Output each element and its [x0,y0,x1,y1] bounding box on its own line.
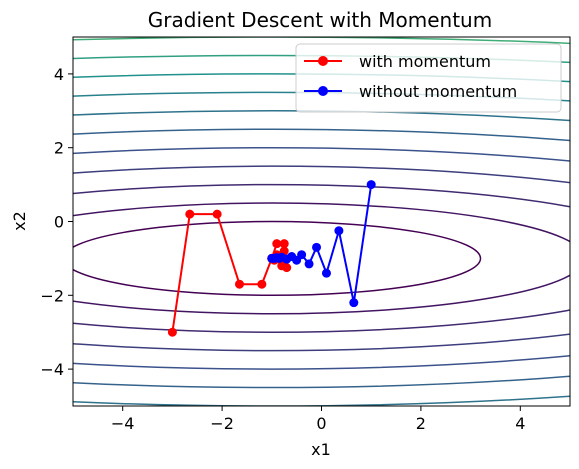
series-layer [167,180,376,337]
contour-level-6 [73,128,570,389]
y-tick-label: −2 [40,286,64,305]
legend: with momentum without momentum [295,43,562,113]
data-point-with-momentum [234,279,244,289]
legend-label-with-momentum: with momentum [359,52,491,71]
y-tick-label: 4 [54,65,64,84]
contour-level-1 [73,220,482,297]
contour-level-8 [73,91,570,102]
data-point-with-momentum [277,261,287,271]
legend-marker-with-momentum [318,56,328,66]
data-point-with-momentum [279,239,289,249]
chart-title: Gradient Descent with Momentum [148,8,492,32]
x-tick-label: 2 [416,414,426,433]
x-axis-label: x1 [311,440,331,459]
data-point-without-momentum [312,242,322,252]
x-axis-ticks: −4 −2 0 2 4 [111,406,525,433]
data-point-with-momentum [185,209,195,219]
data-point-without-momentum [304,259,314,269]
data-point-without-momentum [267,253,277,263]
legend-marker-without-momentum [318,86,328,96]
data-point-without-momentum [366,180,376,190]
y-axis-ticks: −4 −2 0 2 4 [40,65,73,379]
legend-box [295,43,562,113]
data-point-without-momentum [349,298,359,308]
contour-level-5 [73,146,570,370]
data-point-without-momentum [321,268,331,278]
data-point-with-momentum [257,279,267,289]
contour-level-7 [73,110,570,406]
x-tick-label: 0 [316,414,326,433]
x-tick-label: 4 [515,414,525,433]
data-point-with-momentum [272,239,282,249]
contour-level-3 [73,183,570,333]
y-tick-label: 2 [54,139,64,158]
data-point-with-momentum [167,327,177,337]
data-point-without-momentum [334,226,344,236]
x-tick-label: −2 [210,414,234,433]
y-tick-label: 0 [54,213,64,232]
contour-level-2 [73,202,570,315]
contour-level-9 [73,73,570,83]
y-tick-label: −4 [40,360,64,379]
y-axis-label: x2 [10,211,29,231]
contour-level-4 [73,165,570,352]
contour-level-10 [73,54,570,64]
x-tick-label: −4 [111,414,135,433]
data-point-with-momentum [212,209,222,219]
legend-label-without-momentum: without momentum [359,82,517,101]
